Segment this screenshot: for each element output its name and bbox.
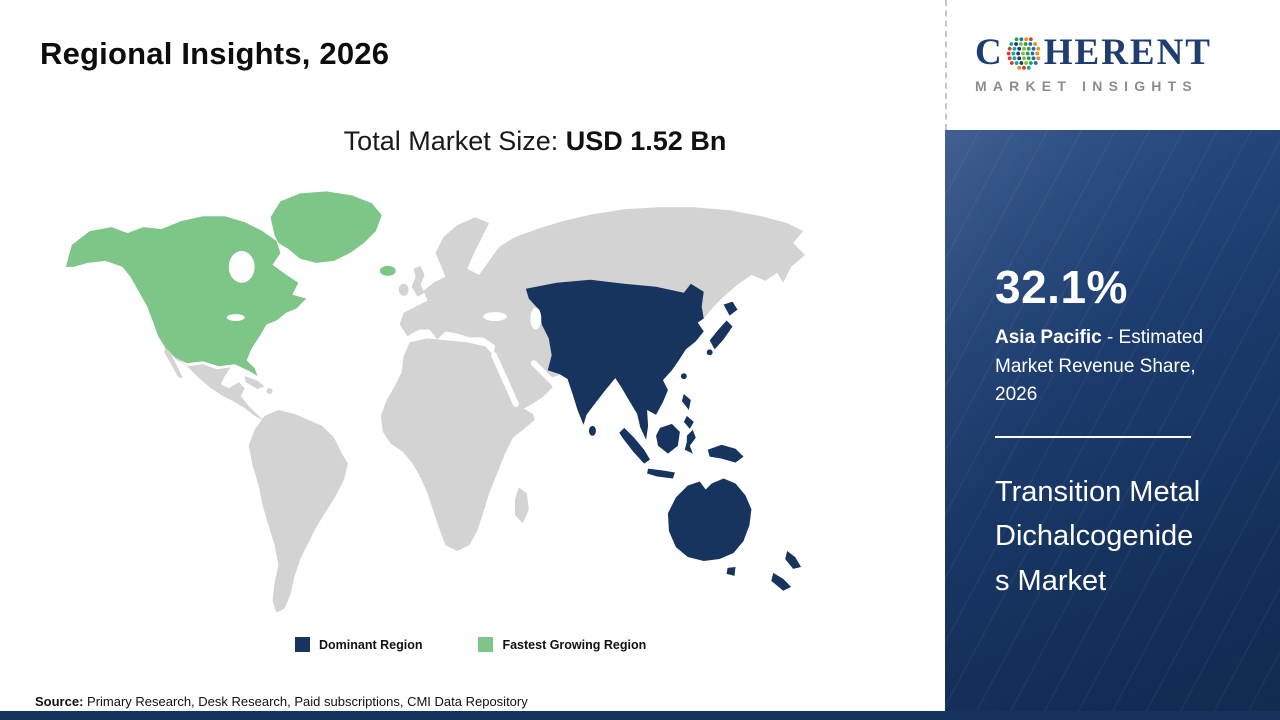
landmass-sulawesi (684, 429, 696, 454)
fastest-growing-region-swatch (478, 637, 494, 652)
brand-logo-area: C HERENT MARKET INSIGHTS (945, 0, 1280, 130)
stat-value: 32.1% (995, 261, 1128, 313)
fastest-growing-region-label: Fastest Growing Region (502, 637, 647, 652)
source-label: Source: (35, 694, 84, 709)
water-persian-gulf (530, 360, 554, 384)
landmass-sumatra (619, 427, 651, 464)
landmass-greenland (270, 191, 382, 263)
landmass-japan-kyushu (706, 349, 713, 356)
world-map (65, 191, 806, 613)
landmass-new-zealand-north (785, 551, 802, 569)
brand-letters-rest: HERENT (1043, 32, 1212, 73)
landmass-iceland (379, 265, 396, 276)
landmass-asia (525, 279, 704, 440)
landmass-sri-lanka (588, 425, 596, 436)
water-black-sea (483, 312, 507, 322)
legend-item-dominant: Dominant Region (295, 637, 422, 652)
landmass-madagascar (514, 487, 529, 524)
market-size-heading: Total Market Size: USD 1.52 Bn (90, 126, 980, 157)
market-size-value: USD 1.52 Bn (565, 126, 727, 156)
landmass-hispaniola (266, 388, 273, 395)
water-hudson-bay (228, 250, 255, 283)
landmass-mexico-central-america (167, 350, 265, 421)
source-note: Source: Primary Research, Desk Research,… (35, 694, 528, 709)
landmass-cuba (244, 376, 265, 390)
bottom-bar (0, 711, 1280, 720)
landmass-borneo (656, 423, 680, 454)
landmass-new-guinea (707, 444, 744, 463)
map-water-overlays (226, 250, 554, 407)
landmass-java (647, 468, 675, 479)
market-size-label: Total Market Size: (343, 126, 559, 156)
map-legend: Dominant Region Fastest Growing Region (295, 637, 646, 652)
landmass-philippines-mindanao (683, 415, 694, 429)
water-great-lakes (226, 314, 245, 322)
landmass-taiwan (680, 373, 687, 380)
legend-item-fastest-growing: Fastest Growing Region (478, 637, 646, 652)
map-region-fastest-growing (65, 191, 396, 377)
landmass-united-kingdom (411, 265, 425, 297)
brand-tagline: MARKET INSIGHTS (975, 78, 1198, 94)
dominant-region-label: Dominant Region (319, 637, 423, 652)
landmass-ireland (398, 283, 409, 296)
brand-letter-c: C (975, 32, 1004, 73)
landmass-africa (380, 338, 535, 552)
coherent-globe-icon (1006, 36, 1040, 70)
landmass-new-zealand-south (771, 572, 792, 591)
landmass-south-america (248, 409, 349, 613)
source-text: Primary Research, Desk Research, Paid su… (87, 694, 528, 709)
landmass-baja (164, 346, 184, 379)
stat-region: Asia Pacific (995, 327, 1102, 348)
market-name: Transition Metal Dichalcogenides Market (995, 475, 1201, 598)
page-title: Regional Insights, 2026 (40, 36, 390, 71)
dominant-region-swatch (295, 637, 310, 652)
landmass-japan-hokkaido (723, 301, 738, 316)
landmass-tasmania (726, 566, 736, 576)
stat-metric: - Estimated Market Revenue Share, 2026 (995, 327, 1204, 405)
stat-description: Asia Pacific - Estimated Market Revenue … (995, 324, 1227, 410)
divider (995, 435, 1191, 438)
map-region-dominant (525, 279, 802, 591)
landmass-north-america (65, 216, 307, 377)
landmass-australia (667, 478, 752, 561)
water-caspian-sea (530, 307, 542, 330)
water-red-sea (491, 352, 519, 407)
landmass-hainan (659, 390, 665, 396)
landmass-japan-honshu (709, 320, 733, 350)
brand-name: C HERENT (975, 34, 1280, 71)
sidebar-panel: 32.1% Asia Pacific - Estimated Market Re… (945, 130, 1280, 720)
landmass-philippines-luzon (681, 394, 691, 410)
